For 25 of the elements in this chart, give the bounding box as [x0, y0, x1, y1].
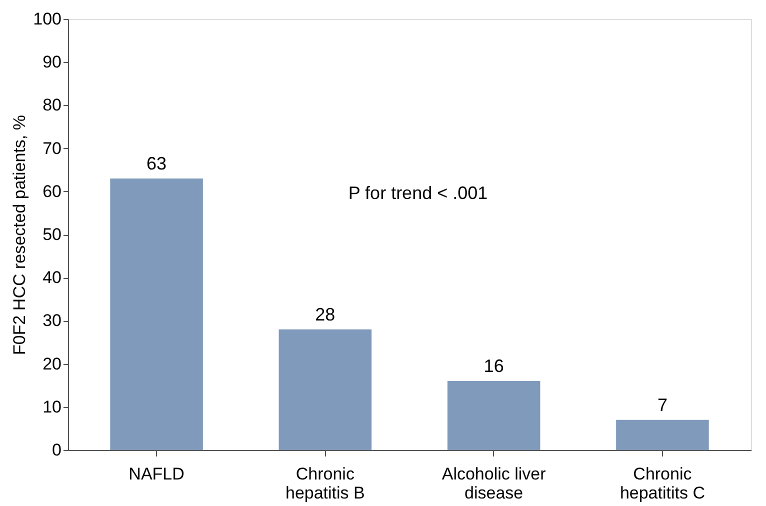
y-tick-label: 50	[42, 225, 62, 244]
y-tick-label: 40	[42, 268, 62, 288]
x-tick-label: Chronic hepatitits C	[620, 464, 705, 502]
x-tick-label: NAFLD	[128, 464, 184, 484]
data-label: 28	[315, 304, 336, 324]
y-tick-label: 100	[33, 10, 62, 28]
x-tick-label: Chronic hepatitis B	[285, 464, 365, 502]
bar	[278, 329, 372, 450]
y-tick-label: 70	[42, 138, 62, 158]
y-axis-title: F0F2 HCC resected patients, %	[10, 115, 30, 355]
y-tick-label: 0	[52, 440, 62, 460]
data-label: 63	[146, 153, 167, 174]
data-label: 16	[484, 356, 504, 376]
y-tick-label: 30	[42, 311, 62, 330]
bar	[447, 381, 540, 450]
y-tick-label: 60	[42, 182, 62, 201]
data-label: 7	[657, 394, 668, 415]
y-tick-label: 90	[42, 52, 62, 72]
y-tick-label: 10	[42, 397, 62, 416]
y-tick-label: 80	[42, 96, 62, 115]
bar	[110, 178, 203, 450]
annotation: P for trend < .001	[348, 183, 488, 203]
bar	[616, 420, 709, 450]
x-tick-label: Alcoholic liver disease	[442, 464, 546, 502]
y-tick-label: 20	[42, 354, 62, 374]
